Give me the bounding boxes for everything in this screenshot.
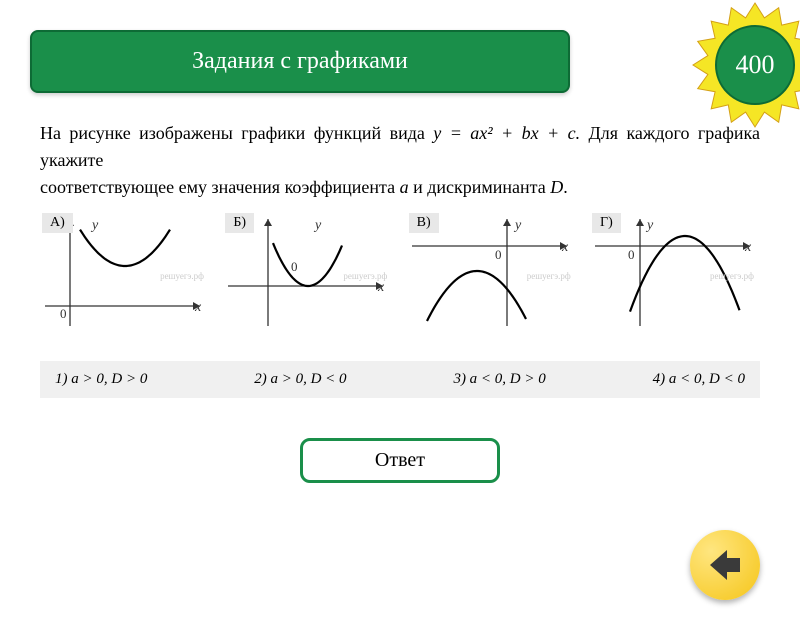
svg-text:y: y xyxy=(90,218,99,233)
option-2: 2) a > 0, D < 0 xyxy=(254,371,346,388)
svg-text:y: y xyxy=(645,218,654,233)
svg-text:x: x xyxy=(744,240,752,255)
answer-options: 1) a > 0, D > 0 2) a > 0, D < 0 3) a < 0… xyxy=(40,361,760,398)
points-badge: 400 xyxy=(690,0,800,130)
coef-d: D xyxy=(550,177,563,197)
graph-label-c: В) xyxy=(409,213,439,233)
problem-statement: На рисунке изображены графики функций ви… xyxy=(40,120,760,201)
svg-text:x: x xyxy=(561,240,569,255)
graph-b: Б) y x 0 решуегэ.рф xyxy=(223,211,393,341)
problem-text-3: соответствующее ему значения коэффициент… xyxy=(40,177,400,197)
svg-text:0: 0 xyxy=(291,259,298,274)
problem-text-4: и дискриминанта xyxy=(409,177,551,197)
svg-text:x: x xyxy=(194,300,202,315)
option-1: 1) a > 0, D > 0 xyxy=(55,371,147,388)
problem-text-1: На рисунке изображены графики функций ви… xyxy=(40,123,433,143)
graph-label-a: А) xyxy=(42,213,73,233)
option-3: 3) a < 0, D > 0 xyxy=(453,371,545,388)
svg-text:0: 0 xyxy=(495,247,502,262)
answer-button[interactable]: Ответ xyxy=(300,438,500,483)
graph-label-b: Б) xyxy=(225,213,254,233)
watermark: решуегэ.рф xyxy=(527,271,571,281)
svg-text:x: x xyxy=(377,280,385,295)
graph-a: А) y x 0 решуегэ.рф xyxy=(40,211,210,341)
points-value: 400 xyxy=(715,25,795,105)
back-button[interactable] xyxy=(690,530,760,600)
graphs-container: А) y x 0 решуегэ.рф Б) y x 0 решуегэ.рф В) y x 0… xyxy=(40,211,760,341)
graph-c: В) y x 0 решуегэ.рф xyxy=(407,211,577,341)
arrow-left-icon xyxy=(705,545,745,585)
watermark: решуегэ.рф xyxy=(343,271,387,281)
graph-label-d: Г) xyxy=(592,213,621,233)
svg-text:y: y xyxy=(313,218,322,233)
svg-text:0: 0 xyxy=(628,247,635,262)
watermark: решуегэ.рф xyxy=(710,271,754,281)
coef-a: a xyxy=(400,177,409,197)
problem-formula: y = ax² + bx + c. xyxy=(433,123,580,143)
watermark: решуегэ.рф xyxy=(160,271,204,281)
page-title: Задания с графиками xyxy=(30,30,570,93)
svg-text:0: 0 xyxy=(60,306,67,321)
option-4: 4) a < 0, D < 0 xyxy=(653,371,745,388)
svg-text:y: y xyxy=(513,218,522,233)
graph-d: Г) y x 0 решуегэ.рф xyxy=(590,211,760,341)
problem-period: . xyxy=(563,177,568,197)
